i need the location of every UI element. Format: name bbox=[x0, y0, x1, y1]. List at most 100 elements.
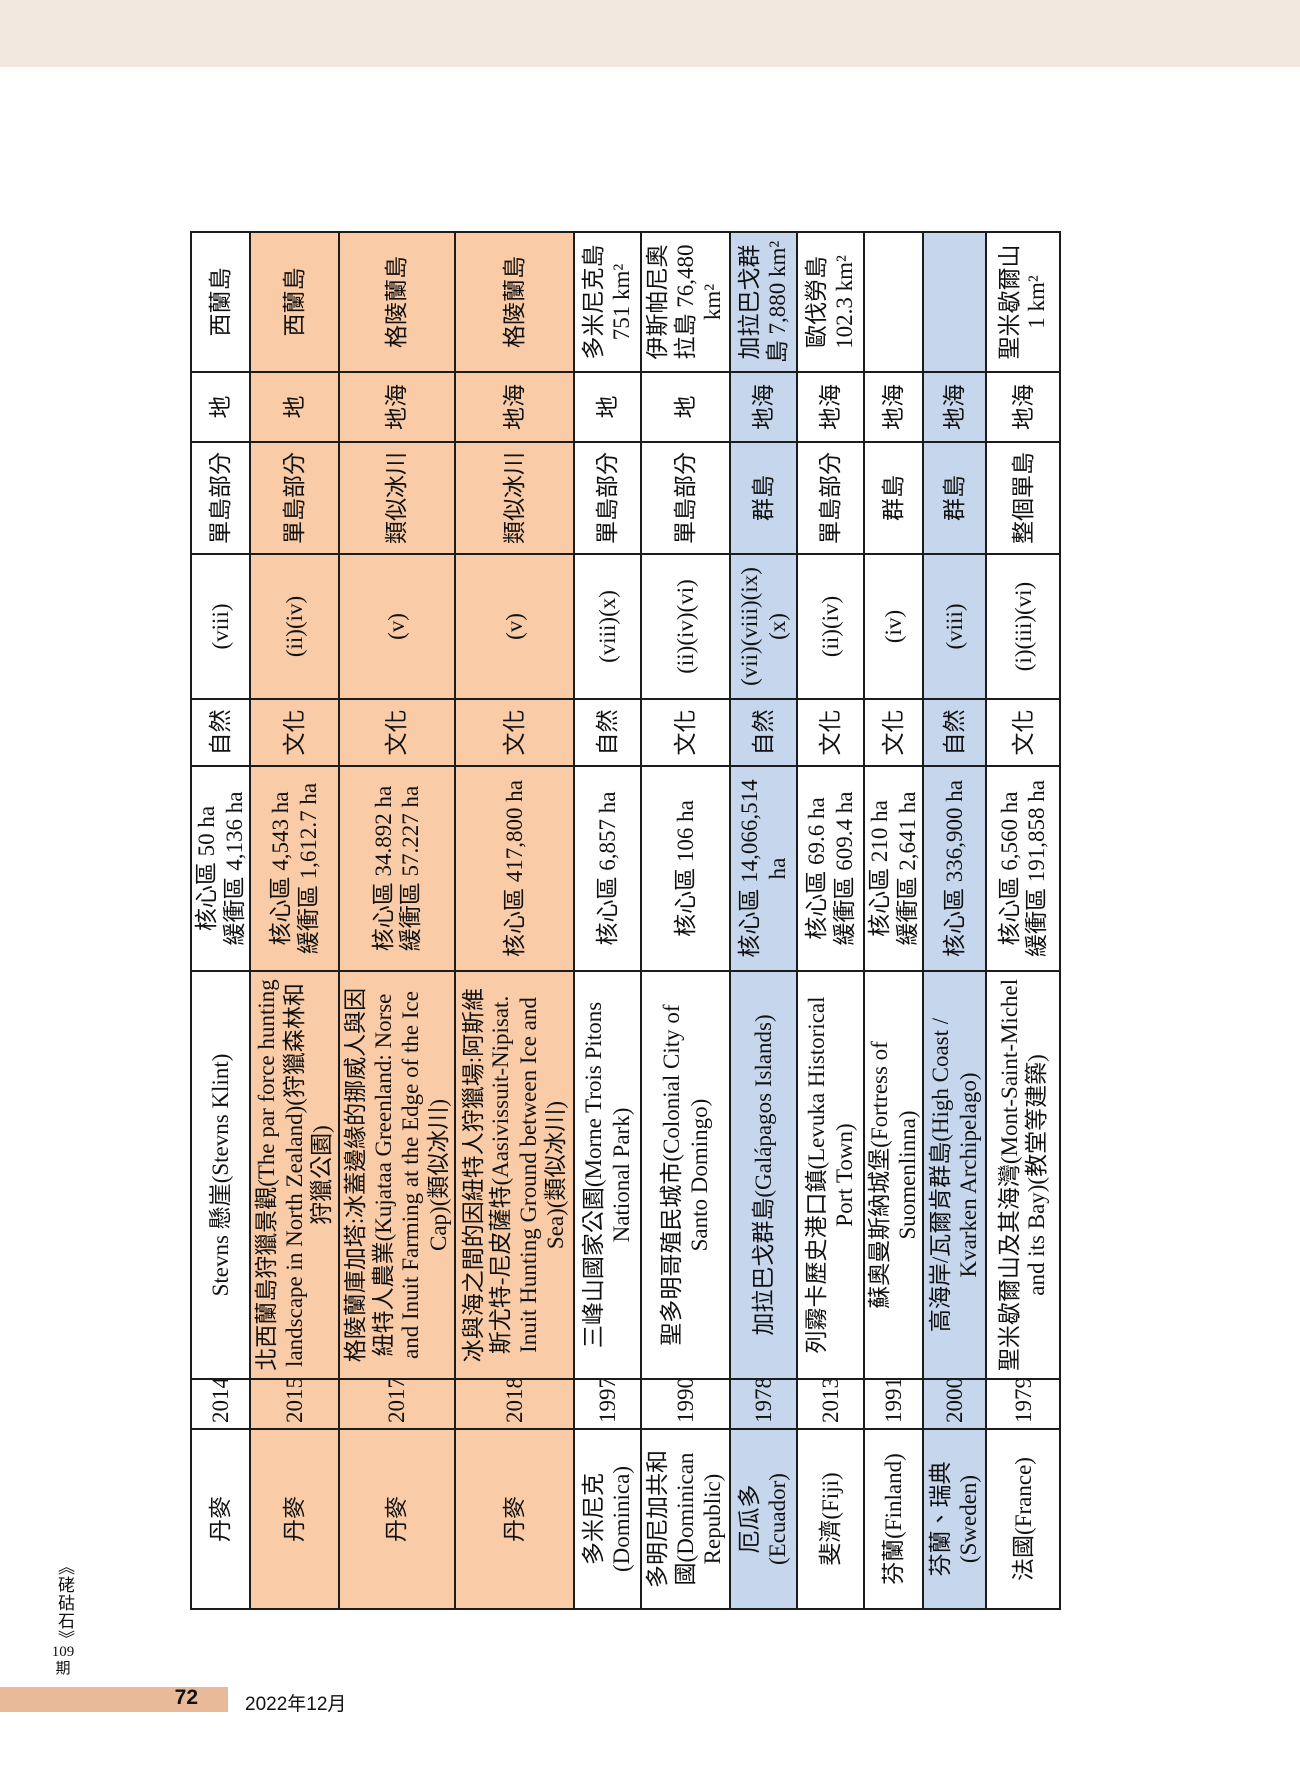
cell-island-part: 單島部分 bbox=[250, 442, 340, 554]
cell-country: 丹麥 bbox=[455, 1429, 575, 1609]
cell-island-part: 類似冰川 bbox=[339, 442, 456, 554]
cell-country: 芬蘭(Finland) bbox=[864, 1429, 924, 1609]
cell-category: 文化 bbox=[339, 699, 456, 766]
heritage-table-body: 丹麥 2014 Stevns 懸崖(Stevns Klint) 核心區 50 ha 緩… bbox=[191, 232, 1061, 1609]
issue-date: 2022年12月 bbox=[245, 1694, 347, 1715]
cell-island bbox=[923, 232, 987, 372]
cell-name: Stevns 懸崖(Stevns Klint) bbox=[191, 971, 251, 1379]
page-number-bar: 72 bbox=[0, 1686, 228, 1712]
cell-category: 文化 bbox=[641, 699, 731, 766]
cell-name: 蘇奧曼斯納城堡(Fortress of Suomenlinna) bbox=[864, 971, 924, 1379]
cell-criteria: (viii) bbox=[191, 554, 251, 699]
cell-name: 格陵蘭庫加塔:冰蓋邊緣的挪威人與因紐特人農業(Kujataa Greenland… bbox=[339, 971, 456, 1379]
cell-land-sea: 地海 bbox=[339, 372, 456, 442]
cell-area: 核心區 6,857 ha bbox=[574, 766, 642, 971]
cell-category: 自然 bbox=[923, 699, 987, 766]
cell-island-part: 群島 bbox=[864, 442, 924, 554]
cell-island-part: 群島 bbox=[923, 442, 987, 554]
heritage-row: 丹麥 2014 Stevns 懸崖(Stevns Klint) 核心區 50 ha 緩… bbox=[191, 232, 251, 1609]
cell-criteria: (ii)(iv) bbox=[797, 554, 865, 699]
heritage-row: 斐濟(Fiji) 2013 列霧卡歷史港口鎮(Levuka Historical P… bbox=[797, 232, 865, 1609]
cell-criteria: (ii)(iv)(vi) bbox=[641, 554, 731, 699]
issue-label: 109期 bbox=[51, 1644, 75, 1677]
cell-island: 伊斯帕尼奧 拉島 76,480 km² bbox=[641, 232, 731, 372]
cell-name: 冰與海之間的因紐特人狩獵場:阿斯維斯尤特-尼皮薩特(Aasivissuit-Ni… bbox=[455, 971, 575, 1379]
heritage-table: 丹麥 2014 Stevns 懸崖(Stevns Klint) 核心區 50 ha 緩… bbox=[190, 231, 1061, 1610]
cell-land-sea: 地 bbox=[641, 372, 731, 442]
cell-name: 三峰山國家公園(Morne Trois Pitons National Park… bbox=[574, 971, 642, 1379]
cell-area: 核心區 210 ha 緩衝區 2,641 ha bbox=[864, 766, 924, 971]
cell-land-sea: 地 bbox=[191, 372, 251, 442]
cell-category: 文化 bbox=[250, 699, 340, 766]
cell-area: 核心區 69.6 ha 緩衝區 609.4 ha bbox=[797, 766, 865, 971]
cell-category: 文化 bbox=[986, 699, 1061, 766]
journal-title: 《硓𥑮石》 bbox=[55, 1558, 74, 1648]
cell-criteria: (i)(iii)(vi) bbox=[986, 554, 1061, 699]
cell-country: 多明尼加共和 國(Dominican Republic) bbox=[641, 1429, 731, 1609]
heritage-row: 丹麥 2017 格陵蘭庫加塔:冰蓋邊緣的挪威人與因紐特人農業(Kujataa Gre… bbox=[339, 232, 456, 1609]
cell-land-sea: 地海 bbox=[730, 372, 798, 442]
cell-area: 核心區 4,543 ha 緩衝區 1,612.7 ha bbox=[250, 766, 340, 971]
cell-island: 西蘭島 bbox=[191, 232, 251, 372]
cell-area: 核心區 106 ha bbox=[641, 766, 731, 971]
cell-category: 自然 bbox=[730, 699, 798, 766]
cell-name: 高海岸/瓦爾肯群島(High Coast / Kvarken Archipela… bbox=[923, 971, 987, 1379]
cell-land-sea: 地海 bbox=[455, 372, 575, 442]
cell-island bbox=[864, 232, 924, 372]
heritage-row: 丹麥 2015 北西蘭島狩獵景觀(The par force hunting lan… bbox=[250, 232, 340, 1609]
cell-criteria: (v) bbox=[455, 554, 575, 699]
heritage-row: 丹麥 2018 冰與海之間的因紐特人狩獵場:阿斯維斯尤特-尼皮薩特(Aasiviss… bbox=[455, 232, 575, 1609]
top-margin-band bbox=[0, 0, 1300, 67]
cell-area: 核心區 14,066,514 ha bbox=[730, 766, 798, 971]
cell-area: 核心區 336,900 ha bbox=[923, 766, 987, 971]
heritage-row: 厄瓜多 (Ecuador) 1978 加拉巴戈群島(Galápagos Island… bbox=[730, 232, 798, 1609]
cell-land-sea: 地海 bbox=[864, 372, 924, 442]
cell-island: 聖米歇爾山 1 km² bbox=[986, 232, 1061, 372]
cell-year: 2018 bbox=[455, 1379, 575, 1429]
cell-name: 列霧卡歷史港口鎮(Levuka Historical Port Town) bbox=[797, 971, 865, 1379]
cell-criteria: (viii)(x) bbox=[574, 554, 642, 699]
cell-area: 核心區 34.892 ha 緩衝區 57.227 ha bbox=[339, 766, 456, 971]
cell-category: 自然 bbox=[191, 699, 251, 766]
cell-island-part: 單島部分 bbox=[574, 442, 642, 554]
cell-country: 厄瓜多 (Ecuador) bbox=[730, 1429, 798, 1609]
cell-land-sea: 地海 bbox=[797, 372, 865, 442]
cell-year: 1991 bbox=[864, 1379, 924, 1429]
cell-land-sea: 地 bbox=[250, 372, 340, 442]
cell-island-part: 單島部分 bbox=[191, 442, 251, 554]
heritage-row: 法國(France) 1979 聖米歇爾山及其海灣(Mont-Saint-Miche… bbox=[986, 232, 1061, 1609]
cell-category: 文化 bbox=[455, 699, 575, 766]
cell-island: 格陵蘭島 bbox=[339, 232, 456, 372]
cell-country: 丹麥 bbox=[191, 1429, 251, 1609]
cell-island: 多米尼克島 751 km² bbox=[574, 232, 642, 372]
cell-year: 2015 bbox=[250, 1379, 340, 1429]
cell-country: 丹麥 bbox=[250, 1429, 340, 1609]
heritage-row: 多米尼克 (Dominica) 1997 三峰山國家公園(Morne Trois P… bbox=[574, 232, 642, 1609]
cell-country: 芬蘭、瑞典 (Sweden) bbox=[923, 1429, 987, 1609]
cell-category: 文化 bbox=[797, 699, 865, 766]
cell-category: 自然 bbox=[574, 699, 642, 766]
cell-year: 2017 bbox=[339, 1379, 456, 1429]
cell-island-part: 單島部分 bbox=[641, 442, 731, 554]
cell-year: 2000 bbox=[923, 1379, 987, 1429]
cell-year: 1997 bbox=[574, 1379, 642, 1429]
heritage-row: 芬蘭(Finland) 1991 蘇奧曼斯納城堡(Fortress of Suome… bbox=[864, 232, 924, 1609]
cell-criteria: (ii)(iv) bbox=[250, 554, 340, 699]
cell-island-part: 群島 bbox=[730, 442, 798, 554]
cell-area: 核心區 417,800 ha bbox=[455, 766, 575, 971]
cell-name: 聖米歇爾山及其海灣(Mont-Saint-Michel and its Bay)… bbox=[986, 971, 1061, 1379]
cell-land-sea: 地海 bbox=[986, 372, 1061, 442]
rotated-table-container: 丹麥 2014 Stevns 懸崖(Stevns Klint) 核心區 50 ha 緩… bbox=[190, 232, 1061, 1610]
cell-island: 格陵蘭島 bbox=[455, 232, 575, 372]
cell-year: 1979 bbox=[986, 1379, 1061, 1429]
cell-name: 聖多明哥殖民城市(Colonial City of Santo Domingo) bbox=[641, 971, 731, 1379]
heritage-row: 多明尼加共和 國(Dominican Republic) 1990 聖多明哥殖民城市… bbox=[641, 232, 731, 1609]
page-number: 72 bbox=[174, 1686, 198, 1709]
cell-criteria: (iv) bbox=[864, 554, 924, 699]
cell-area: 核心區 50 ha 緩衝區 4,136 ha bbox=[191, 766, 251, 971]
cell-category: 文化 bbox=[864, 699, 924, 766]
cell-land-sea: 地海 bbox=[923, 372, 987, 442]
cell-year: 2014 bbox=[191, 1379, 251, 1429]
cell-land-sea: 地 bbox=[574, 372, 642, 442]
